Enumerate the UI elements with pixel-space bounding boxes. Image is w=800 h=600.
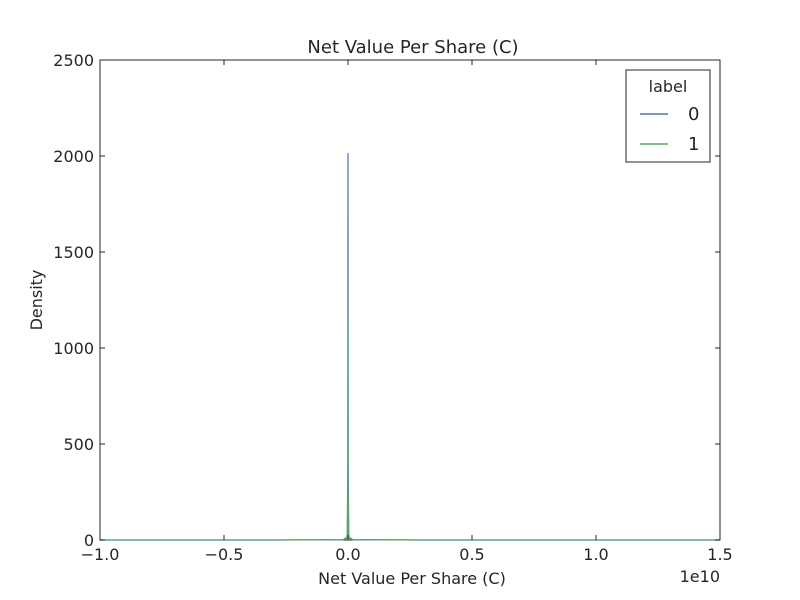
legend-box [625, 69, 711, 163]
y-tick-label: 1000 [53, 339, 94, 358]
series-line-1 [100, 319, 720, 541]
x-axis-label: Net Value Per Share (C) [318, 569, 506, 588]
series-line-0 [100, 153, 720, 541]
legend-label-1: 1 [688, 134, 699, 155]
x-tick-label: 0.5 [459, 545, 484, 564]
x-tick-label: −1.0 [81, 545, 120, 564]
legend-title: label [649, 77, 688, 96]
x-offset-label: 1e10 [680, 567, 720, 586]
legend: label 0 1 [625, 69, 711, 163]
x-tick-label: 1.0 [583, 545, 608, 564]
y-tick-label: 2500 [53, 51, 94, 70]
y-axis-label: Density [27, 270, 46, 331]
x-tick-label: 0.0 [335, 545, 360, 564]
ticks-layer: −1.0 −0.5 0.0 0.5 1.0 1.5 0 500 1000 1500 2000 2500 [53, 51, 732, 564]
y-tick-label: 500 [63, 435, 94, 454]
y-tick-label: 0 [84, 531, 94, 550]
y-tick-label: 2000 [53, 147, 94, 166]
x-tick-label: 1.5 [707, 545, 732, 564]
x-tick-label: −0.5 [205, 545, 244, 564]
y-tick-label: 1500 [53, 243, 94, 262]
legend-label-0: 0 [688, 104, 699, 125]
series-layer [100, 153, 720, 541]
chart-title: Net Value Per Share (C) [307, 37, 518, 58]
